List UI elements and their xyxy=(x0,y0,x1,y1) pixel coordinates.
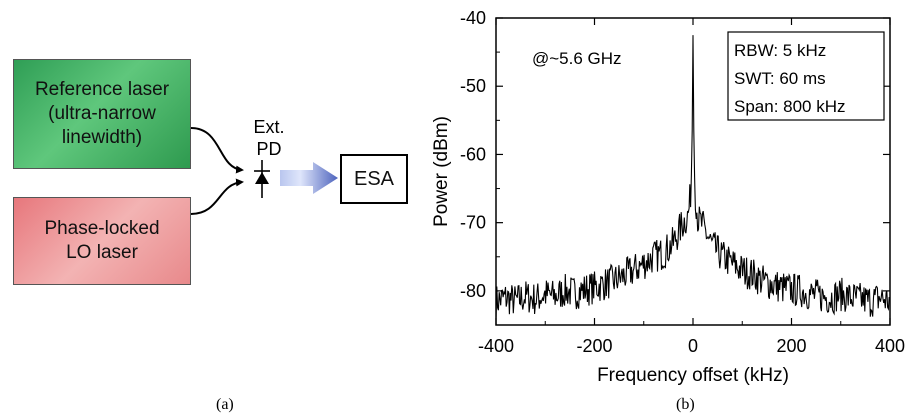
x-tick-label: 200 xyxy=(776,336,806,356)
reference-laser-line-2: (ultra-narrow xyxy=(48,103,156,124)
pd-label-line-1: Ext. xyxy=(253,117,285,137)
caption-b: (b) xyxy=(676,396,695,413)
info-box-frame xyxy=(727,31,885,121)
x-tick-label: 0 xyxy=(688,336,698,356)
esa-box: ESA xyxy=(340,154,408,204)
photodiode-icon xyxy=(254,160,270,198)
y-tick-label: -40 xyxy=(460,8,486,28)
spectrum-chart: -400 -200 0 200 400 -40 -50 -60 -70 -80 Frequency … xyxy=(431,8,905,386)
x-axis-label: Frequency offset (kHz) xyxy=(597,365,789,386)
reference-laser-box: Reference laser (ultra-narrow linewidth) xyxy=(13,59,191,169)
esa-label: ESA xyxy=(353,168,395,190)
plot-frame xyxy=(495,17,891,326)
x-tick-label: -200 xyxy=(576,336,612,356)
x-tick-label: -400 xyxy=(478,336,514,356)
reference-laser-line-3: linewidth) xyxy=(61,127,143,148)
reference-laser-line-1: Reference laser xyxy=(34,79,170,100)
y-tick-label: -50 xyxy=(460,76,486,96)
y-tick-label: -70 xyxy=(460,213,486,233)
lo-fiber-path xyxy=(190,178,244,215)
pd-label-line-2: PD xyxy=(256,139,282,159)
y-axis-label: Power (dBm) xyxy=(431,116,452,227)
diagram-connectors xyxy=(190,127,338,215)
lo-laser-box: Phase-locked LO laser xyxy=(13,197,191,285)
x-tick-label: 400 xyxy=(875,336,905,356)
info-box-line: RBW: 5 kHz xyxy=(734,41,826,60)
reference-fiber-path xyxy=(190,127,244,174)
y-tick-label: -60 xyxy=(460,144,486,164)
labels-layer: -400 -200 0 200 400 -40 -50 -60 -70 -80 Frequency … xyxy=(431,8,905,386)
output-arrow-icon xyxy=(280,162,338,194)
caption-a: (a) xyxy=(216,396,234,413)
lo-laser-line-2: LO laser xyxy=(66,242,138,263)
info-box-line: SWT: 60 ms xyxy=(734,69,826,88)
lo-laser-line-1: Phase-locked xyxy=(44,218,160,239)
annotation-frequency: @~5.6 GHz xyxy=(532,49,622,68)
y-tick-label: -80 xyxy=(460,281,486,301)
series-layer xyxy=(496,35,890,319)
photodetector-label: Ext. PD xyxy=(244,116,294,160)
info-box-line: Span: 800 kHz xyxy=(734,97,846,116)
series-line-0 xyxy=(496,35,890,319)
info-box: RBW: 5 kHz SWT: 60 ms Span: 800 kHz xyxy=(727,31,885,121)
